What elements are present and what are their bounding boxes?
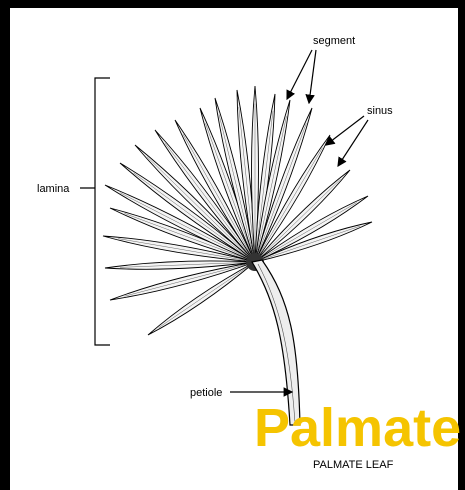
petiole-label: petiole — [190, 387, 222, 399]
segment-label: segment — [313, 35, 355, 47]
caption: PALMATE LEAF — [313, 459, 394, 471]
lamina-label: lamina — [37, 183, 70, 195]
sinus-label: sinus — [367, 105, 393, 117]
watermark: Palmate — [254, 398, 461, 458]
diagram: lamina segment sinus petiole Palmate PAL… — [0, 0, 465, 490]
